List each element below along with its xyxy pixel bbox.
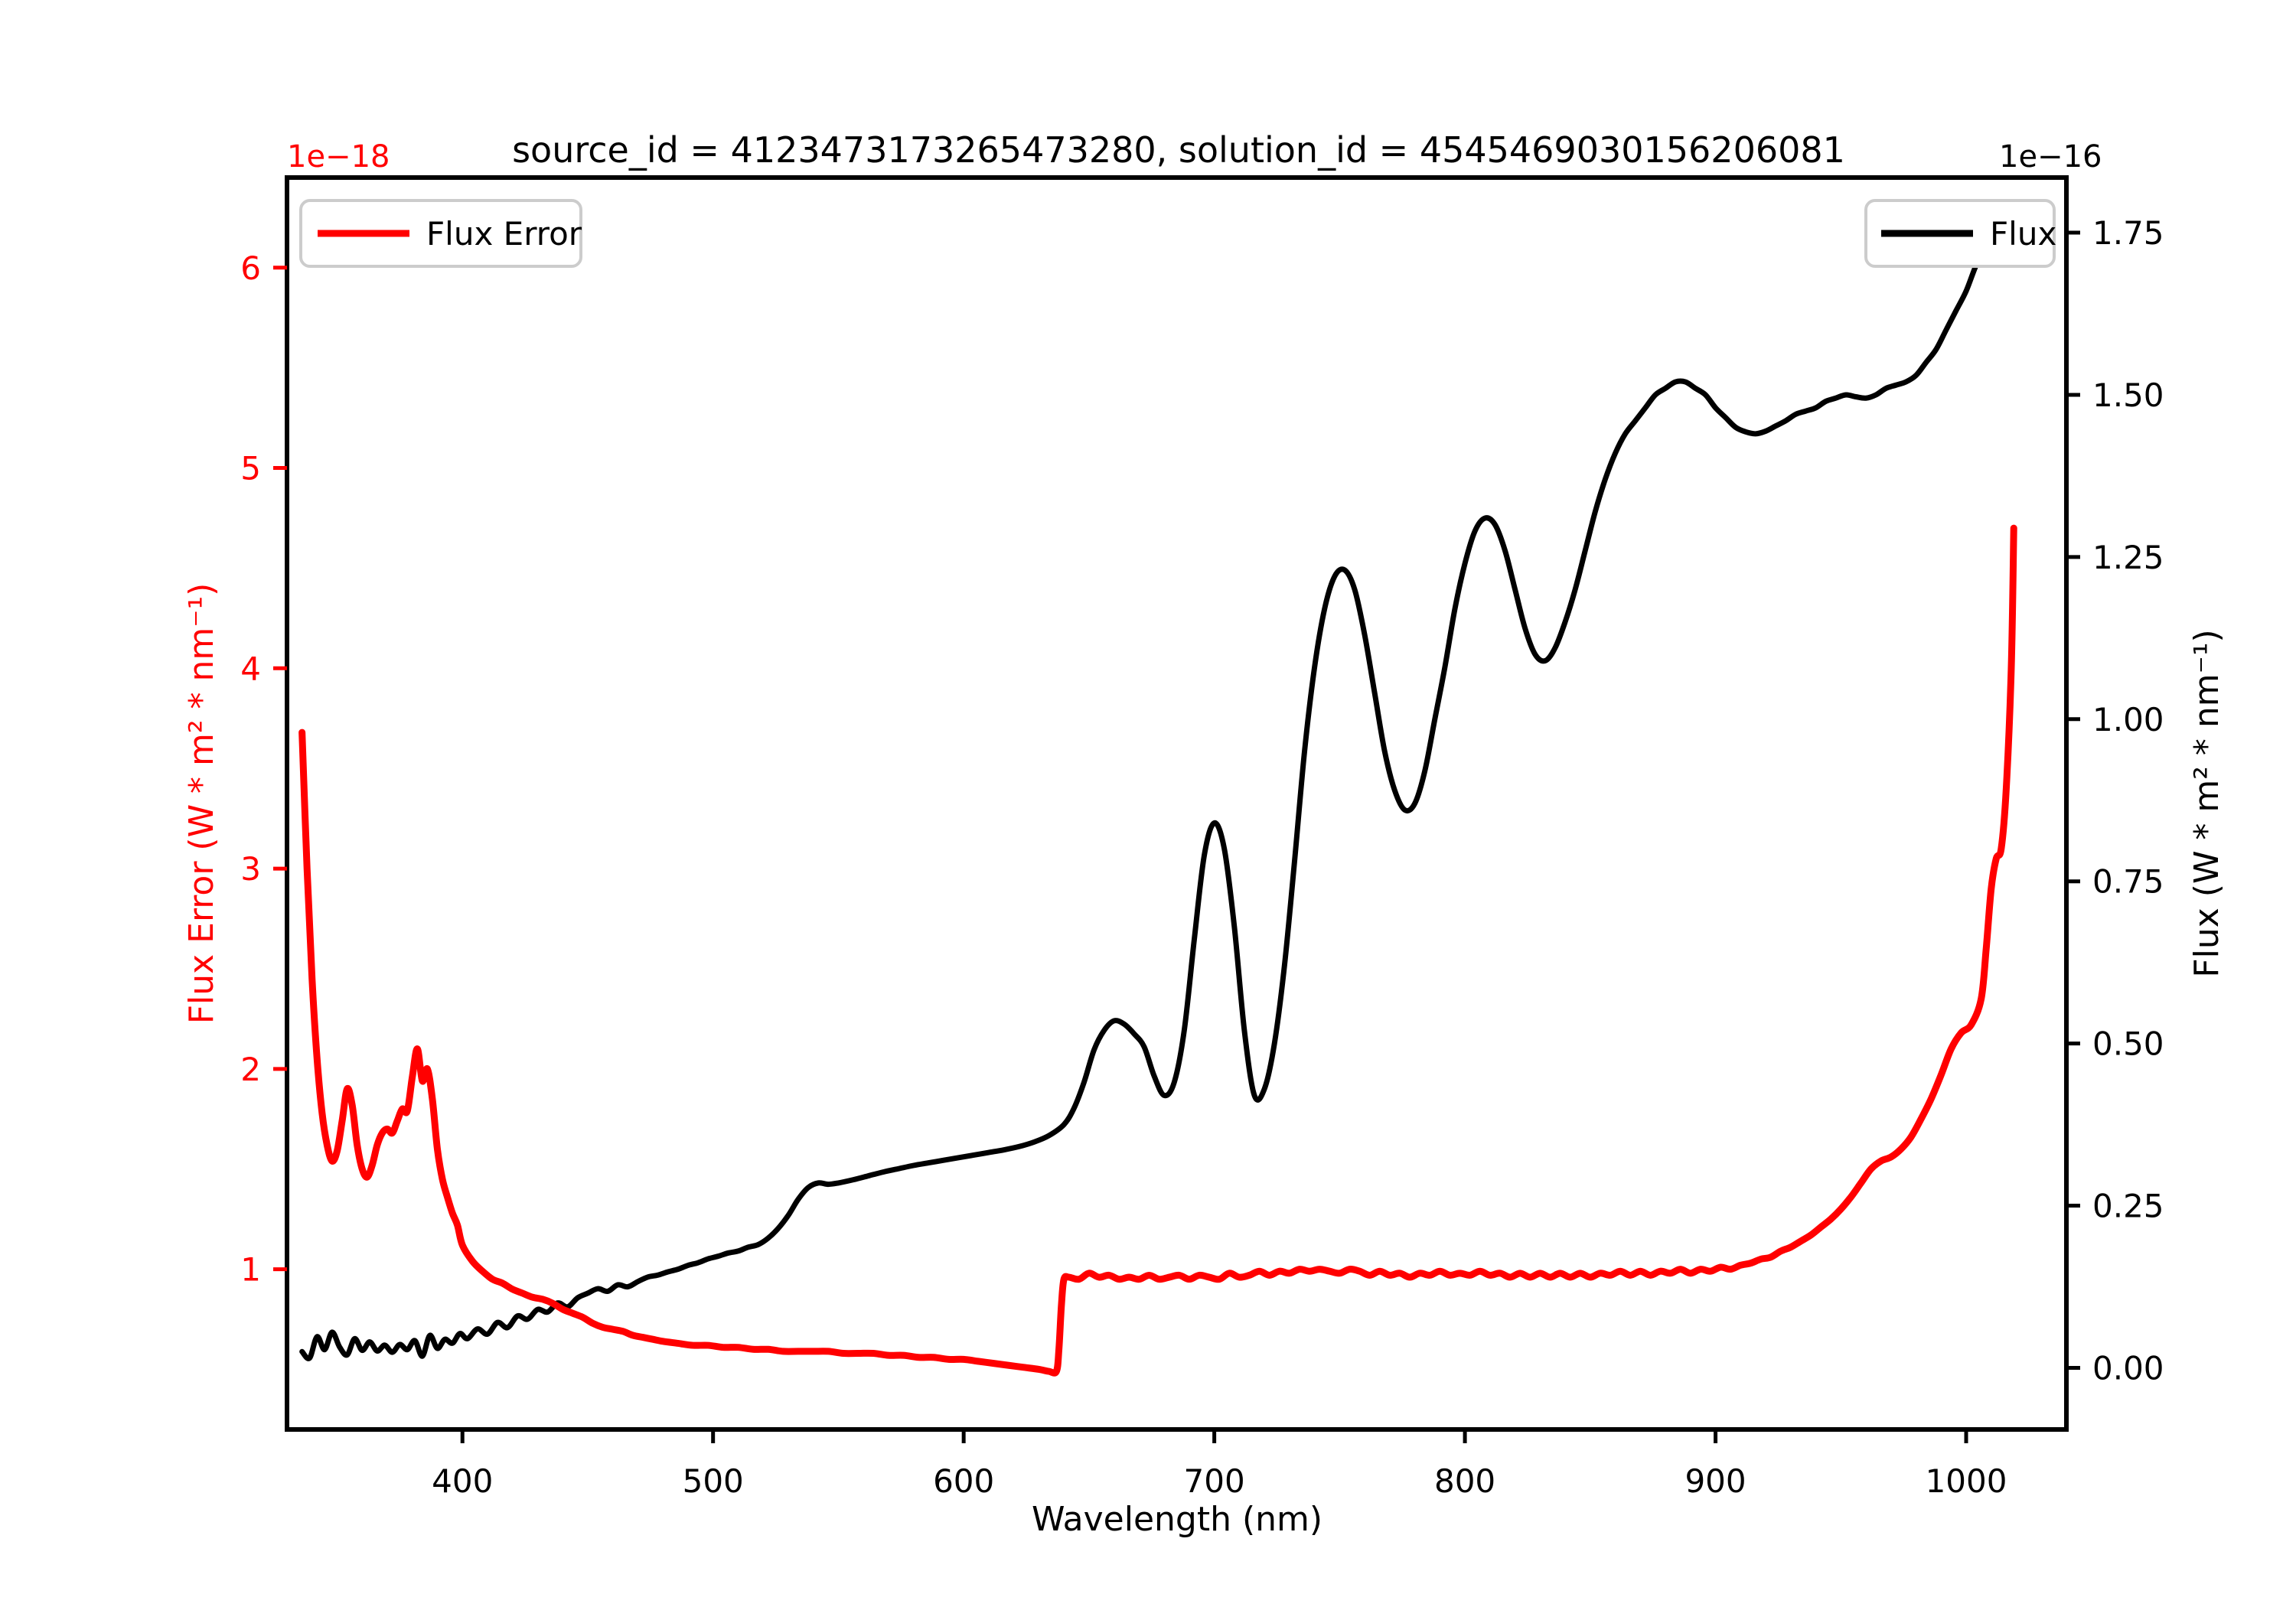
right-y-tick-label: 0.00: [2092, 1349, 2164, 1387]
x-tick-label: 1000: [1926, 1462, 2007, 1500]
left-y-tickmarks: [273, 266, 287, 1272]
left-y-tick-label: 3: [240, 850, 261, 888]
left-y-tick-label: 5: [240, 450, 261, 487]
legend-flux-label: Flux: [1990, 215, 2056, 253]
legend-flux-error-box: [299, 199, 582, 268]
page-title: source_id = 4123473173265473280, solutio…: [512, 129, 1845, 171]
x-tick-label: 800: [1434, 1462, 1495, 1500]
x-tick-label: 900: [1684, 1462, 1746, 1500]
x-tick-labels: 400 500 600 700 800 900 1000: [432, 1462, 2007, 1500]
x-tickmarks: [460, 1429, 1968, 1443]
left-axis-offset-text: 1e−18: [287, 139, 390, 174]
right-axis-offset-text: 1e−16: [1999, 139, 2102, 174]
x-axis-label: Wavelength (nm): [1032, 1500, 1322, 1539]
right-y-tick-label: 1.00: [2092, 701, 2164, 738]
flux-error-curve: [298, 524, 2017, 1377]
legend-flux-error-label: Flux Error: [426, 215, 582, 253]
x-tick-label: 400: [432, 1462, 493, 1500]
right-y-tick-label: 0.50: [2092, 1025, 2164, 1063]
right-y-tick-labels: 0.00 0.25 0.50 0.75 1.00 1.25 1.50 1.75: [2092, 214, 2164, 1387]
left-y-tick-label: 6: [240, 249, 261, 287]
left-y-tick-labels: 1 2 3 4 5 6: [240, 249, 261, 1289]
left-y-tick-label: 4: [240, 650, 261, 687]
axes-frame: [285, 175, 2069, 1432]
x-tick-label: 600: [933, 1462, 994, 1500]
right-y-tick-label: 1.75: [2092, 214, 2164, 252]
right-y-tick-label: 0.75: [2092, 863, 2164, 901]
right-y-tick-label: 0.25: [2092, 1188, 2164, 1225]
legend-flux-error[interactable]: Flux Error: [299, 199, 582, 268]
flux-curve: [299, 217, 2004, 1361]
x-tick-label: 700: [1184, 1462, 1245, 1500]
right-y-tickmarks: [2066, 230, 2080, 1370]
right-y-axis-label: Flux (W * m² * nm⁻¹): [2187, 629, 2226, 977]
right-y-tick-label: 1.50: [2092, 376, 2164, 414]
left-y-tick-label: 2: [240, 1051, 261, 1088]
left-y-tick-label: 1: [240, 1251, 261, 1289]
legend-flux[interactable]: Flux: [1864, 199, 2056, 268]
right-y-tick-label: 1.25: [2092, 539, 2164, 576]
x-tick-label: 500: [683, 1462, 744, 1500]
left-y-axis-label: Flux Error (W * m² * nm⁻¹): [182, 583, 221, 1025]
